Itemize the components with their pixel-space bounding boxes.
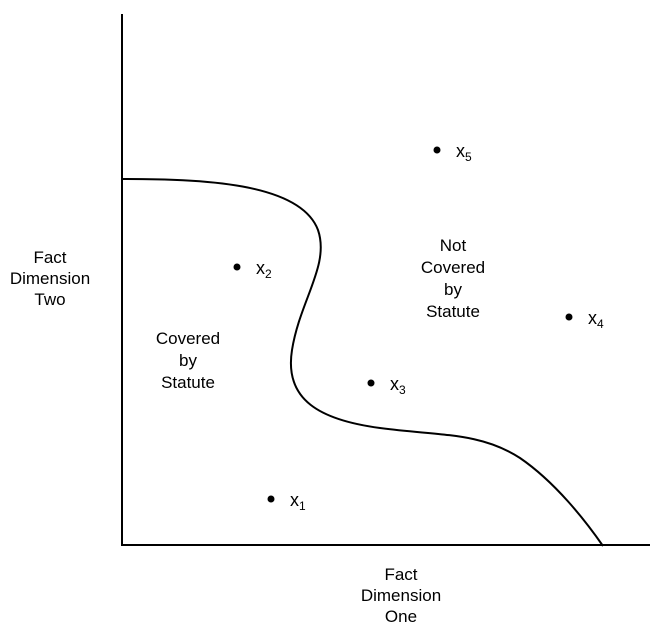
point-x2-label: x2: [256, 258, 272, 281]
x-axis-label-line-2: Dimension: [360, 586, 442, 605]
point-x2-dot: [233, 263, 241, 271]
point-x1-base: x: [290, 490, 299, 510]
y-axis-label-line-2: Dimension: [9, 269, 91, 288]
not-covered-region-label-line-4: Statute: [426, 302, 480, 321]
point-x3-base: x: [390, 374, 399, 394]
point-x1-label: x1: [290, 490, 306, 513]
point-x5-dot: [433, 146, 441, 154]
point-x3-subscript: 3: [399, 383, 406, 397]
covered-region-label-line-1: Covered: [155, 329, 221, 348]
y-axis-label-line-3: Two: [34, 290, 66, 309]
point-x5-label: x5: [456, 141, 472, 164]
y-axis-label-line-1: Fact: [33, 248, 67, 267]
x-axis-label: Fact Dimension One: [336, 564, 466, 627]
covered-region-label: Covered by Statute: [138, 328, 238, 394]
point-x4-subscript: 4: [597, 317, 604, 331]
covered-region-label-line-3: Statute: [161, 373, 215, 392]
point-x1-dot: [267, 495, 275, 503]
point-x1-subscript: 1: [299, 499, 306, 513]
not-covered-region-label: Not Covered by Statute: [403, 235, 503, 323]
point-x3-label: x3: [390, 374, 406, 397]
y-axis-label: Fact Dimension Two: [0, 247, 100, 310]
point-x3-dot: [367, 379, 375, 387]
point-x4-dot: [565, 313, 573, 321]
point-x5-subscript: 5: [465, 150, 472, 164]
x-axis-label-line-1: Fact: [384, 565, 418, 584]
covered-region-label-line-2: by: [179, 351, 197, 370]
point-x4-base: x: [588, 308, 597, 328]
point-x2-base: x: [256, 258, 265, 278]
not-covered-region-label-line-1: Not: [439, 236, 467, 255]
x-axis-label-line-3: One: [384, 607, 418, 626]
point-x5-base: x: [456, 141, 465, 161]
not-covered-region-label-line-3: by: [444, 280, 462, 299]
not-covered-region-label-line-2: Covered: [420, 258, 486, 277]
point-x2-subscript: 2: [265, 267, 272, 281]
point-x4-label: x4: [588, 308, 604, 331]
statute-boundary-curve: [121, 178, 604, 547]
